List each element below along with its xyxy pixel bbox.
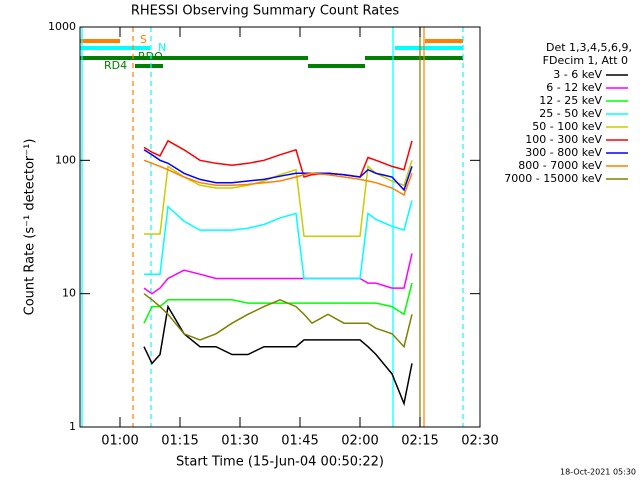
x-tick-label: 01:00 <box>101 434 138 449</box>
x-tick-label: 01:15 <box>161 434 198 449</box>
footer: 18-Oct-2021 05:30 <box>560 468 636 477</box>
legend-label: 800 - 7000 keV <box>518 159 602 172</box>
state-label: S <box>140 33 147 46</box>
series-line <box>144 200 413 280</box>
legend-label: 300 - 800 keV <box>525 146 602 159</box>
y-tick-label: 1 <box>69 420 76 433</box>
legend-label: 50 - 100 keV <box>532 120 602 133</box>
series-line <box>143 149 413 192</box>
state-label: RD4 <box>104 59 127 72</box>
x-axis-label: Start Time (15-Jun-04 00:50:22) <box>176 455 384 470</box>
x-tick-label: 02:30 <box>461 434 498 449</box>
x-tick-label: 01:30 <box>221 434 258 449</box>
legend-label: 6 - 12 keV <box>546 81 602 94</box>
chart-title: RHESSI Observing Summary Count Rates <box>131 4 400 19</box>
legend-label: 100 - 300 keV <box>525 133 602 146</box>
legend-label: 12 - 25 keV <box>539 94 602 107</box>
series-line <box>143 304 413 407</box>
series-line <box>144 160 413 237</box>
legend-label: 25 - 50 keV <box>539 107 602 120</box>
y-tick-label: 10 <box>62 287 76 300</box>
plot-frame <box>79 26 481 428</box>
legend-label: 7000 - 15000 keV <box>504 172 602 185</box>
legend-label: 3 - 6 keV <box>553 68 602 81</box>
legend-title: Det 1,3,4,5,6,9, <box>546 41 632 54</box>
y-tick-label: 100 <box>55 153 76 166</box>
x-tick-label: 02:00 <box>341 434 378 449</box>
y-axis-label: Count Rate (s⁻¹ detector⁻¹) <box>23 139 38 316</box>
legend-title: FDecim 1, Att 0 <box>543 54 628 67</box>
x-tick-label: 02:15 <box>401 434 438 449</box>
series-line <box>143 159 413 197</box>
state-bars <box>80 39 463 68</box>
series-line <box>143 253 413 295</box>
state-label: N <box>158 41 166 54</box>
series-line <box>143 293 413 349</box>
series-line <box>143 139 413 178</box>
x-tick-label: 01:45 <box>281 434 318 449</box>
y-tick-label: 1000 <box>48 20 76 33</box>
